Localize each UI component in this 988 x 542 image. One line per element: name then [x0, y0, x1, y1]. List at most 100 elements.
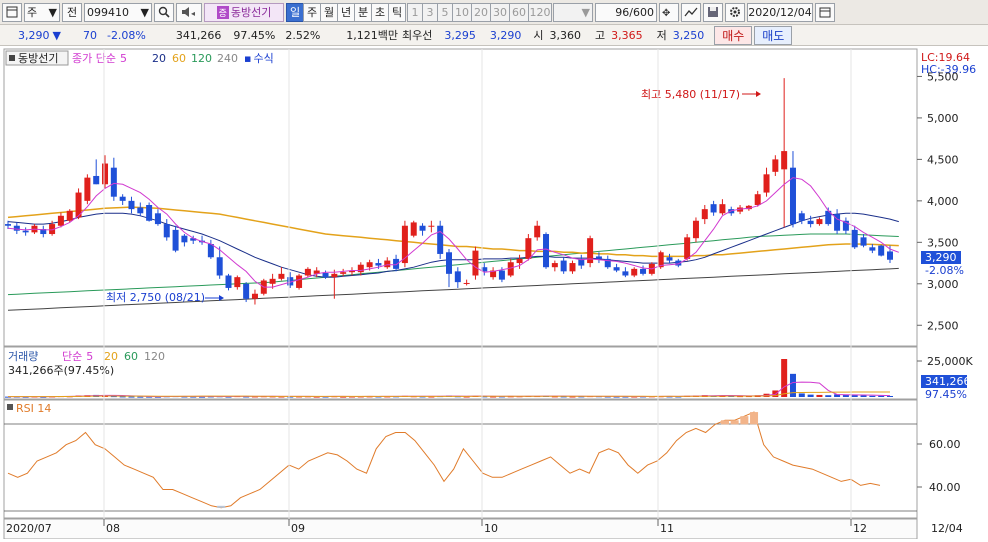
- count-button-2[interactable]: 5: [437, 2, 453, 22]
- stock-name[interactable]: 증 동방선기: [204, 2, 284, 22]
- volume-bar: [463, 396, 470, 398]
- candle-body: [234, 277, 241, 288]
- candle-body: [754, 194, 761, 205]
- volume-bar: [490, 396, 497, 398]
- candle-body: [525, 238, 532, 259]
- candle-body: [322, 273, 329, 278]
- volume-bar: [613, 396, 620, 398]
- volume-bar: [146, 396, 153, 398]
- count-button-0[interactable]: 1: [407, 2, 423, 22]
- volume-bar: [199, 396, 206, 398]
- market-select[interactable]: 주 ▼: [24, 2, 60, 22]
- candle-body: [543, 234, 550, 268]
- volume-ratio: 97.45%: [233, 28, 276, 42]
- count-button-6[interactable]: 60: [509, 2, 529, 22]
- x-axis: 2020/07 08 09 10 11 12 12/04: [6, 49, 963, 535]
- candle-body: [719, 204, 726, 214]
- x-axis-label: 09: [291, 522, 305, 535]
- candle-body: [119, 196, 126, 201]
- candle-body: [110, 167, 117, 197]
- count-button-7[interactable]: 120: [528, 2, 552, 22]
- candle-body: [216, 257, 223, 276]
- period-tab-6[interactable]: 틱: [388, 2, 406, 22]
- layout-icon[interactable]: [2, 2, 22, 22]
- candle-body: [640, 268, 647, 274]
- svg-text:✥: ✥: [662, 8, 670, 18]
- rsi-panel-frame: [3, 399, 918, 519]
- chevron-down-icon: ▼: [581, 5, 590, 19]
- volume-ma20-line: [7, 391, 891, 398]
- buy-button[interactable]: 매수: [714, 25, 753, 45]
- prev-button[interactable]: 전: [62, 2, 82, 22]
- period-tab-2[interactable]: 월: [320, 2, 338, 22]
- price-tick-label: 5,000: [927, 112, 959, 125]
- market-label: 주: [27, 6, 38, 19]
- period-tab-5[interactable]: 초: [371, 2, 389, 22]
- period-tab-1[interactable]: 주: [303, 2, 321, 22]
- ma120-legend: 120: [191, 52, 212, 65]
- trend-icon[interactable]: [681, 2, 701, 22]
- candle-body: [410, 222, 417, 236]
- ma5-path: [7, 177, 899, 288]
- open-price: 3,360: [549, 28, 582, 42]
- speaker-icon[interactable]: ◂: [176, 2, 202, 22]
- volume-bar: [887, 395, 893, 397]
- search-icon[interactable]: [154, 2, 174, 22]
- candle-body: [366, 262, 373, 268]
- candle-body: [622, 271, 629, 276]
- add-indicator-icon[interactable]: ✥: [659, 2, 679, 22]
- volume-bar: [428, 396, 435, 398]
- volume-value: 341,266: [175, 28, 222, 42]
- candle-body: [22, 230, 29, 233]
- volume-bar: [860, 395, 867, 397]
- page-counter[interactable]: 96/600: [595, 2, 657, 22]
- gear-icon[interactable]: [725, 2, 745, 22]
- x-axis-label: 2020/07: [6, 522, 52, 535]
- candle-body: [560, 260, 567, 272]
- chart-area[interactable]: 동방선기 종가 단순 5 20 60 120 240 ▪ 수식 LC:19.64 H…: [0, 46, 988, 540]
- volume-bar: [181, 396, 188, 398]
- price-tick-label: 5,500: [927, 70, 959, 83]
- x-axis-label: 08: [106, 522, 120, 535]
- candle-body: [595, 256, 602, 259]
- candle-body: [869, 247, 876, 251]
- count-select[interactable]: ▼: [553, 2, 593, 22]
- best-ask: 3,295: [444, 28, 476, 42]
- current-price-tag: 3,290: [925, 251, 957, 264]
- period-tab-0[interactable]: 일: [286, 2, 304, 22]
- count-button-4[interactable]: 20: [471, 2, 491, 22]
- candle-body: [507, 262, 514, 276]
- volume-bar: [40, 396, 47, 398]
- candle-body: [463, 282, 470, 284]
- candle-body: [789, 167, 796, 225]
- period-tab-4[interactable]: 분: [354, 2, 372, 22]
- candle-body: [93, 175, 100, 185]
- price-tick-label: 2,500: [927, 319, 959, 332]
- candle-body: [269, 278, 276, 284]
- candle-body: [5, 224, 11, 226]
- period-tab-3[interactable]: 년: [337, 2, 355, 22]
- sell-button[interactable]: 매도: [754, 25, 793, 45]
- rsi-label: RSI 14: [16, 402, 51, 415]
- candle-body: [40, 229, 47, 235]
- vol-ma-legend: 단순 5: [62, 350, 93, 363]
- save-icon[interactable]: [703, 2, 723, 22]
- count-button-5[interactable]: 30: [490, 2, 510, 22]
- calendar-icon[interactable]: [815, 2, 835, 22]
- candle-body: [57, 215, 64, 226]
- volume-bar: [878, 395, 885, 397]
- count-button-1[interactable]: 3: [422, 2, 438, 22]
- count-button-3[interactable]: 10: [452, 2, 472, 22]
- code-input[interactable]: 099410 ▼: [84, 2, 152, 22]
- low-price: 3,250: [672, 28, 705, 42]
- date-field[interactable]: 2020/12/04: [747, 2, 813, 22]
- candle-body: [49, 224, 56, 235]
- volume-bar: [287, 396, 294, 398]
- candle-body: [75, 192, 82, 218]
- ma60-line: [7, 206, 899, 258]
- price-chart-svg[interactable]: 동방선기 종가 단순 5 20 60 120 240 ▪ 수식 LC:19.64 H…: [0, 46, 988, 540]
- stock-tag-box[interactable]: [5, 50, 69, 66]
- best-quote-label: 최우선: [402, 29, 433, 42]
- volume-bar: [631, 396, 638, 398]
